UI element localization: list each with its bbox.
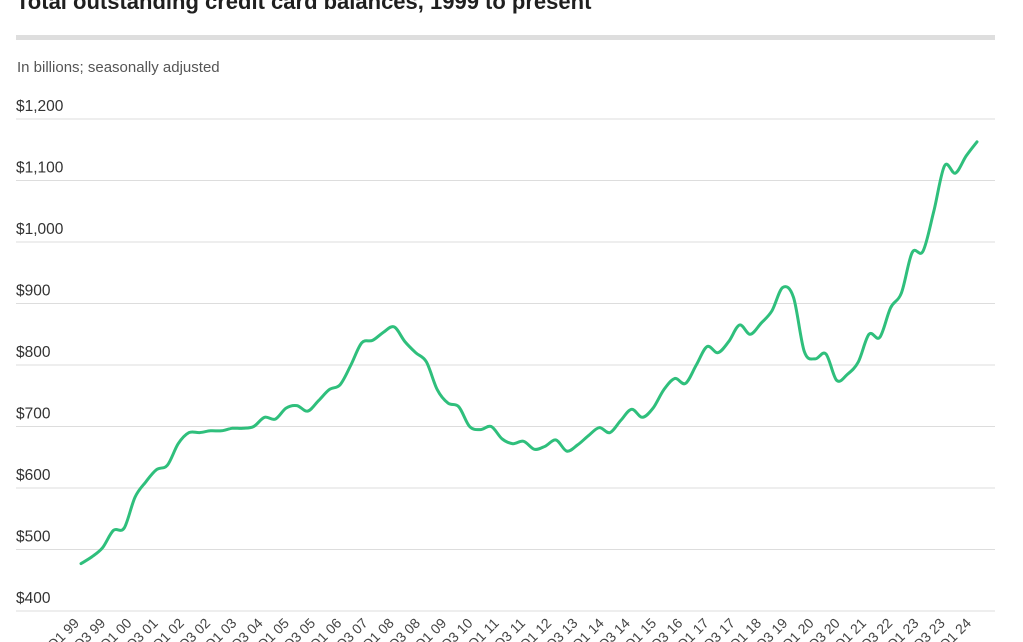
y-tick-label: $400 <box>16 590 51 607</box>
y-tick-label: $700 <box>16 406 51 423</box>
chart-title: Total outstanding credit card balances, … <box>16 0 592 14</box>
series-line <box>79 140 979 566</box>
title-divider <box>16 35 995 40</box>
y-tick-label: $800 <box>16 344 51 361</box>
y-tick-label: $900 <box>16 283 51 300</box>
y-tick-label: $600 <box>16 467 51 484</box>
chart-subtitle: In billions; seasonally adjusted <box>17 59 220 76</box>
y-tick-label: $1,100 <box>16 160 64 177</box>
y-tick-label: $1,200 <box>16 98 64 115</box>
y-axis: $400 $500 $600 $700 $800 $900 $1,000 $1,100 $1,2… <box>16 98 64 607</box>
gridlines <box>16 118 995 612</box>
y-tick-label: $1,000 <box>16 221 64 238</box>
series-layer <box>79 140 979 566</box>
y-tick-label: $500 <box>16 529 51 546</box>
